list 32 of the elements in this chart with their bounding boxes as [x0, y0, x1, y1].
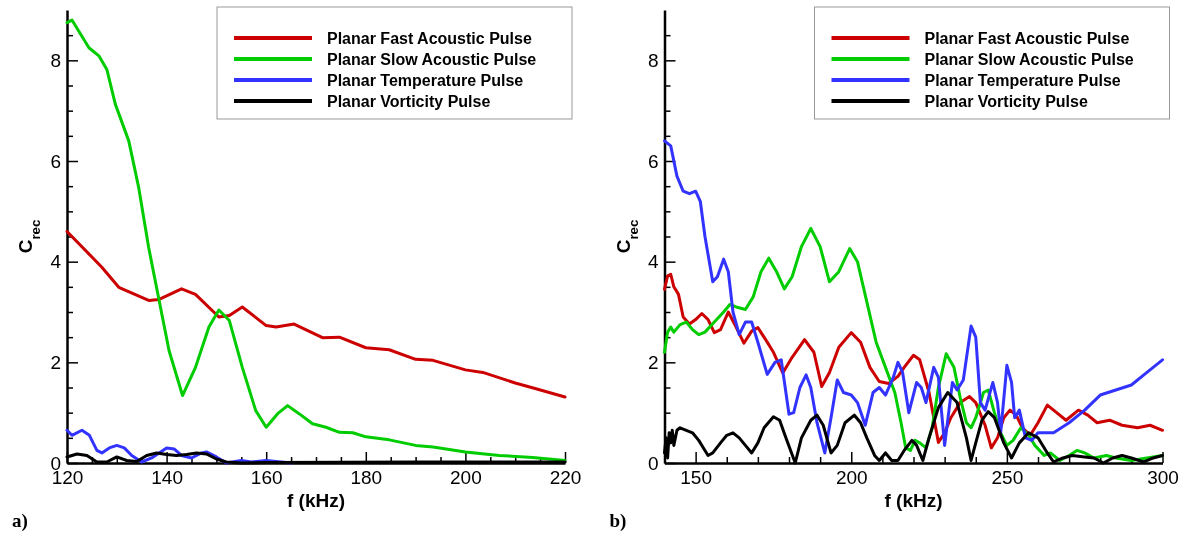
y-tick-label: 2 — [647, 351, 659, 373]
text: a) — [12, 510, 28, 532]
x-tick-label: 250 — [991, 467, 1024, 488]
x-axis-title: f (kHz) — [286, 490, 346, 511]
x-tick-label: 200 — [450, 467, 482, 488]
legend-label: Planar Vorticity Pulse — [924, 93, 1088, 110]
y-tick-label: 4 — [50, 251, 62, 273]
y-tick-label: 6 — [647, 150, 659, 172]
x-tick-label: 220 — [549, 467, 582, 488]
x-tick-label: 180 — [350, 467, 383, 488]
text: b) — [609, 510, 627, 532]
x-tick-label: 140 — [151, 467, 183, 488]
legend-label: Planar Fast Acoustic Pulse — [924, 30, 1130, 47]
legend-label: Planar Temperature Pulse — [327, 72, 524, 89]
y-tick-label: 8 — [647, 49, 659, 71]
x-tick-label: 200 — [835, 467, 868, 488]
x-axis-title: f (kHz) — [884, 490, 943, 511]
y-tick-label: 0 — [647, 452, 659, 474]
legend-label: Planar Slow Acoustic Pulse — [924, 51, 1134, 68]
legend-label: Planar Vorticity Pulse — [327, 93, 491, 110]
x-tick-label: 160 — [250, 467, 283, 488]
line-series — [663, 139, 1164, 455]
line-series — [65, 229, 567, 399]
legend-label: Planar Slow Acoustic Pulse — [327, 51, 537, 68]
y-tick-label: 4 — [647, 251, 659, 273]
x-tick-label: 300 — [1147, 467, 1179, 488]
y-tick-label: 8 — [50, 49, 61, 71]
y-tick-label: 2 — [50, 351, 61, 373]
y-tick-label: 6 — [50, 150, 61, 172]
legend-label: Planar Fast Acoustic Pulse — [327, 30, 532, 47]
x-tick-label: 150 — [680, 467, 712, 488]
legend-label: Planar Temperature Pulse — [924, 72, 1121, 89]
